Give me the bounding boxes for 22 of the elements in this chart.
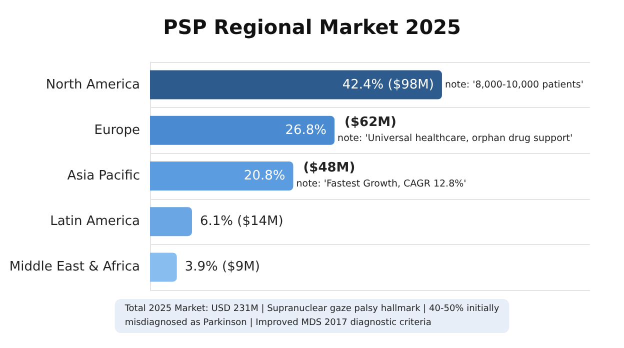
bar (150, 162, 294, 190)
y-tick-label: Europe (94, 122, 140, 138)
annotation: note: '8,000-10,000 patients' (444, 79, 584, 90)
annotation: ($62M) (344, 114, 397, 130)
bar (150, 70, 442, 100)
bar (150, 116, 335, 145)
chart-title: PSP Regional Market 2025 (163, 15, 461, 39)
y-tick-label: North America (46, 77, 140, 92)
data-label: 6.1% ($14M) (200, 214, 284, 230)
y-tick-label: Asia Pacific (67, 168, 140, 184)
data-label: 3.9% ($9M) (184, 260, 260, 275)
data-label: 26.8% (285, 122, 327, 138)
data-label: 42.4% ($98M) (342, 77, 434, 92)
bar (150, 207, 192, 236)
annotation: ($48M) (303, 160, 356, 176)
annotation: note: 'Universal healthcare, orphan drug support' (338, 132, 573, 144)
y-tick-label: Latin America (50, 214, 140, 230)
text: Total 2025 Market: USD 231M | Supranuclear gaze palsy hallmark | 40-50% initially misdiagnosed as Parkinson | Improved MDS 2017 diagnostic criteria (124, 304, 500, 328)
bar (150, 252, 177, 282)
y-tick-label: Middle East & Africa (9, 260, 140, 275)
data-label: 20.8% (244, 168, 286, 184)
annotation: note: 'Fastest Growth, CAGR 12.8%' (296, 178, 466, 190)
